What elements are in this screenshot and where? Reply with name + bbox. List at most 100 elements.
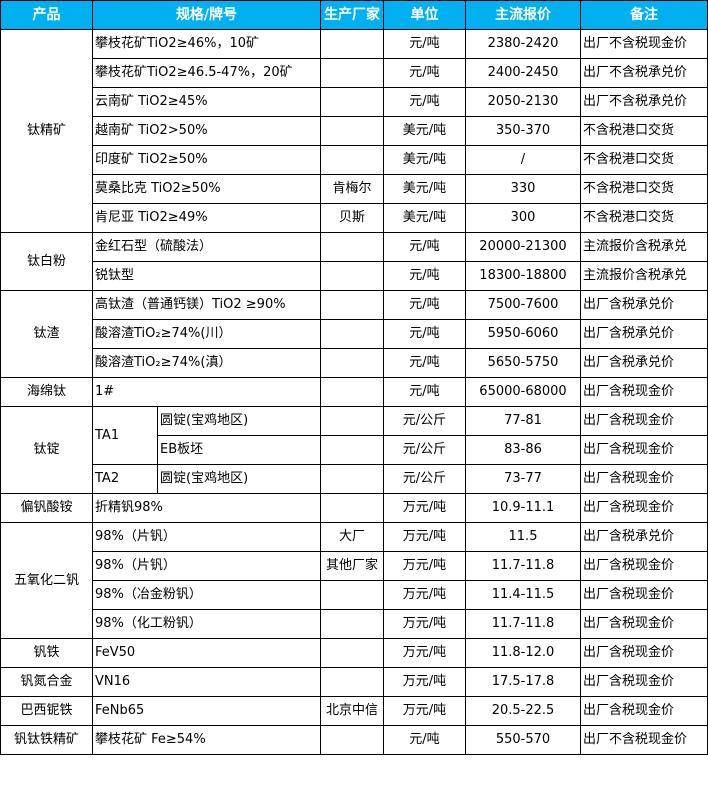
table-body: 钛精矿 攀枝花矿TiO2≥46%，10矿 元/吨 2380-2420 出厂不含税现金价攀… (0, 29, 708, 755)
table-row: 印度矿 TiO2≥50% 美元/吨 / 不含税港口交货 (1, 145, 708, 175)
header-note: 备注 (580, 0, 708, 30)
unit-cell: 万元/吨 (383, 580, 466, 610)
maker-cell (320, 116, 384, 146)
maker-cell (320, 377, 384, 407)
table-row: 98%（化工粉钒） 万元/吨 11.7-11.8 出厂含税现金价 (1, 609, 708, 639)
note-cell: 出厂含税承兑价 (580, 290, 708, 320)
table-row: 钒钛铁精矿 攀枝花矿 Fe≥54% 元/吨 550-570 出厂不含税现金价 (0, 725, 708, 755)
spec-cell: 肯尼亚 TiO2≥49% (92, 203, 321, 233)
price-cell: 73-77 (465, 464, 581, 494)
spec-cell: 攀枝花矿TiO2≥46.5-47%，20矿 (92, 58, 321, 88)
note-cell: 出厂含税现金价 (580, 435, 708, 465)
spec-cell: 圆锭(宝鸡地区) (157, 406, 321, 436)
note-cell: 不含税港口交货 (580, 203, 708, 233)
table-row: 越南矿 TiO2>50% 美元/吨 350-370 不含税港口交货 (1, 116, 708, 146)
header-spec: 规格/牌号 (92, 0, 321, 30)
note-cell: 出厂含税现金价 (580, 493, 708, 523)
maker-cell (320, 580, 384, 610)
price-cell: 11.4-11.5 (465, 580, 581, 610)
unit-cell: 元/吨 (383, 232, 466, 262)
table-row: 钛白粉 金红石型（硫酸法） 元/吨 20000-21300 主流报价含税承兑 (0, 232, 708, 291)
table-row: 酸溶渣TiO₂≥74%(滇） 元/吨 5650-5750 出厂含税承兑价 (1, 348, 708, 378)
unit-cell: 元/吨 (383, 290, 466, 320)
note-cell: 出厂含税现金价 (580, 377, 708, 407)
product-cell: 海绵钛 (0, 377, 93, 407)
price-cell: 2400-2450 (465, 58, 581, 88)
note-cell: 出厂含税承兑价 (580, 522, 708, 552)
table-row: 98%（片钒） 其他厂家 万元/吨 11.7-11.8 出厂含税现金价 (1, 551, 708, 581)
header-maker: 生产厂家 (320, 0, 384, 30)
price-cell: 5950-6060 (465, 319, 581, 349)
maker-cell (320, 638, 384, 668)
maker-cell: 肯梅尔 (320, 174, 384, 204)
table-row: 五氧化二钒 98%（片钒） 大厂 万元/吨 11.5 出厂含税承兑价 (0, 522, 708, 639)
note-cell: 出厂不含税现金价 (580, 725, 708, 755)
maker-cell (320, 493, 384, 523)
note-cell: 出厂不含税承兑价 (580, 58, 708, 88)
unit-cell: 元/公斤 (383, 464, 466, 494)
maker-cell (320, 319, 384, 349)
maker-cell (320, 435, 384, 465)
maker-cell (320, 464, 384, 494)
table-row: 钒氮合金 VN16 万元/吨 17.5-17.8 出厂含税现金价 (0, 667, 708, 697)
spec-cell: FeV50 (92, 638, 321, 668)
product-cell: 钛精矿 (0, 29, 93, 233)
maker-cell: 其他厂家 (320, 551, 384, 581)
maker-cell (320, 87, 384, 117)
table-row: 巴西铌铁 FeNb65 北京中信 万元/吨 20.5-22.5 出厂含税现金价 (0, 696, 708, 726)
table-row: 肯尼亚 TiO2≥49% 贝斯 美元/吨 300 不含税港口交货 (1, 203, 708, 233)
unit-cell: 美元/吨 (383, 145, 466, 175)
header-row: 产品 规格/牌号 生产厂家 单位 主流报价 备注 (0, 0, 708, 30)
price-cell: 350-370 (465, 116, 581, 146)
unit-cell: 元/吨 (383, 319, 466, 349)
note-cell: 出厂不含税承兑价 (580, 87, 708, 117)
note-cell: 出厂含税承兑价 (580, 348, 708, 378)
unit-cell: 元/吨 (383, 377, 466, 407)
spec-cell: 1# (92, 377, 321, 407)
spec-cell: 金红石型（硫酸法） (92, 232, 321, 262)
product-cell: 钛锭 (0, 406, 93, 494)
spec-cell: 圆锭(宝鸡地区) (157, 464, 321, 494)
spec-cell: FeNb65 (92, 696, 321, 726)
unit-cell: 万元/吨 (383, 551, 466, 581)
product-cell: 钒氮合金 (0, 667, 93, 697)
note-cell: 主流报价含税承兑 (580, 261, 708, 291)
price-cell: 11.8-12.0 (465, 638, 581, 668)
unit-cell: 万元/吨 (383, 522, 466, 552)
maker-cell (320, 29, 384, 59)
price-cell: 2380-2420 (465, 29, 581, 59)
maker-cell (320, 232, 384, 262)
table-row: 海绵钛 1# 元/吨 65000-68000 出厂含税现金价 (0, 377, 708, 407)
product-cell: 偏钒酸铵 (0, 493, 93, 523)
note-cell: 不含税港口交货 (580, 174, 708, 204)
unit-cell: 元/吨 (383, 29, 466, 59)
product-cell: 钒钛铁精矿 (0, 725, 93, 755)
unit-cell: 美元/吨 (383, 203, 466, 233)
table-row: 钛精矿 攀枝花矿TiO2≥46%，10矿 元/吨 2380-2420 出厂不含税现金价 (0, 29, 708, 233)
spec-cell: 酸溶渣TiO₂≥74%(滇） (92, 348, 321, 378)
spec-cell: VN16 (92, 667, 321, 697)
spec-cell: 酸溶渣TiO₂≥74%(川） (92, 319, 321, 349)
unit-cell: 万元/吨 (383, 609, 466, 639)
spec-cell: 攀枝花矿TiO2≥46%，10矿 (92, 29, 321, 59)
spec-cell: 锐钛型 (92, 261, 321, 291)
unit-cell: 万元/吨 (383, 667, 466, 697)
table-row: 攀枝花矿TiO2≥46.5-47%，20矿 元/吨 2400-2450 出厂不含税承兑… (1, 58, 708, 88)
note-cell: 出厂不含税现金价 (580, 29, 708, 59)
table-row: 98%（冶金粉钒） 万元/吨 11.4-11.5 出厂含税现金价 (1, 580, 708, 610)
price-cell: 18300-18800 (465, 261, 581, 291)
price-cell: 5650-5750 (465, 348, 581, 378)
spec-cell: 98%（冶金粉钒） (92, 580, 321, 610)
maker-cell (320, 725, 384, 755)
unit-cell: 元/吨 (383, 348, 466, 378)
maker-cell: 大厂 (320, 522, 384, 552)
unit-cell: 元/吨 (383, 261, 466, 291)
note-cell: 出厂含税现金价 (580, 638, 708, 668)
note-cell: 出厂含税现金价 (580, 551, 708, 581)
maker-cell (320, 406, 384, 436)
maker-cell (320, 58, 384, 88)
note-cell: 出厂含税现金价 (580, 580, 708, 610)
table-row: 酸溶渣TiO₂≥74%(川） 元/吨 5950-6060 出厂含税承兑价 (1, 319, 708, 349)
unit-cell: 元/吨 (383, 58, 466, 88)
price-cell: 330 (465, 174, 581, 204)
